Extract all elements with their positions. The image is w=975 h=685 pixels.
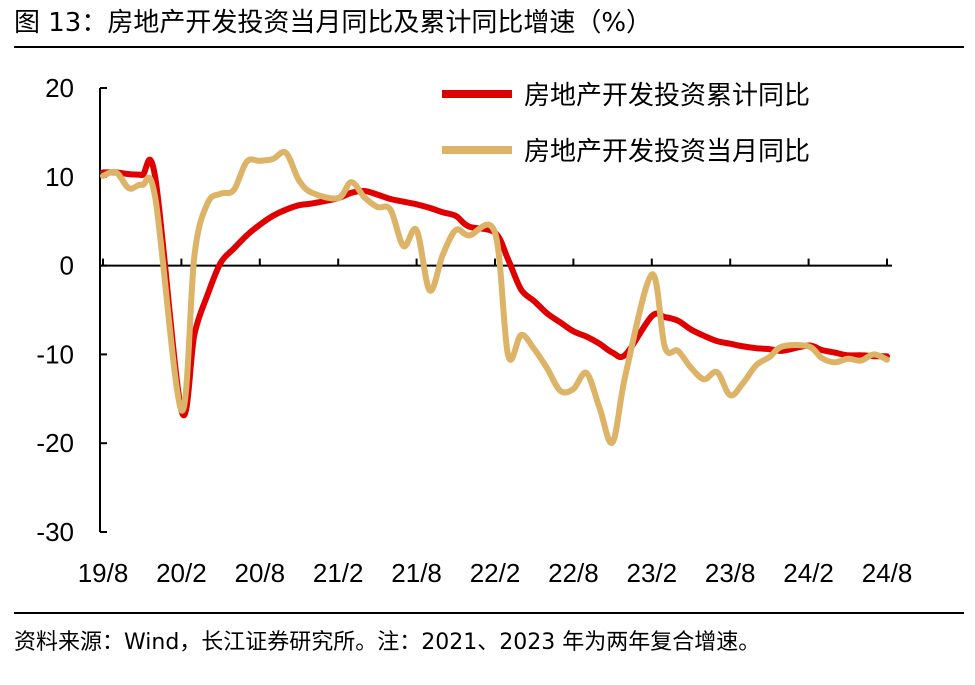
x-tick-label: 24/2 (783, 558, 834, 588)
x-tick-label: 21/2 (313, 558, 364, 588)
y-tick-label: 20 (45, 73, 74, 103)
legend-label: 房地产开发投资当月同比 (524, 137, 810, 167)
y-tick-label: -20 (36, 428, 74, 458)
x-tick-label: 20/2 (156, 558, 207, 588)
title-divider (14, 46, 964, 48)
y-axis: 20 10 0 -10 -20 -30 (36, 73, 107, 547)
y-tick-label: -30 (36, 517, 74, 547)
line-chart: 20 10 0 -10 -20 -30 19/8 20/2 20/8 21/2 21/8 22/2 2… (36, 73, 913, 588)
x-tick-label: 21/8 (391, 558, 442, 588)
cumulative-series-line (100, 156, 890, 419)
chart-title: 图 13：房地产开发投资当月同比及累计同比增速（%） (14, 8, 653, 38)
x-tick-label: 24/8 (862, 558, 913, 588)
y-tick-label: 10 (45, 162, 74, 192)
x-tick-label: 22/8 (548, 558, 599, 588)
series-lines (100, 149, 890, 446)
x-axis: 19/8 20/2 20/8 21/2 21/8 22/2 22/8 23/2 23/8 24/2… (78, 258, 913, 588)
y-tick-label: 0 (60, 251, 74, 281)
footer-divider (14, 612, 964, 614)
x-tick-label: 20/8 (234, 558, 285, 588)
y-tick-label: -10 (36, 339, 74, 369)
x-tick-label: 23/2 (626, 558, 677, 588)
legend-label: 房地产开发投资累计同比 (524, 81, 810, 111)
x-tick-label: 19/8 (78, 558, 129, 588)
source-note: 资料来源：Wind，长江证券研究所。注：2021、2023 年为两年复合增速。 (14, 630, 761, 655)
monthly-series-line (100, 149, 890, 446)
x-tick-label: 22/2 (470, 558, 521, 588)
x-tick-label: 23/8 (705, 558, 756, 588)
